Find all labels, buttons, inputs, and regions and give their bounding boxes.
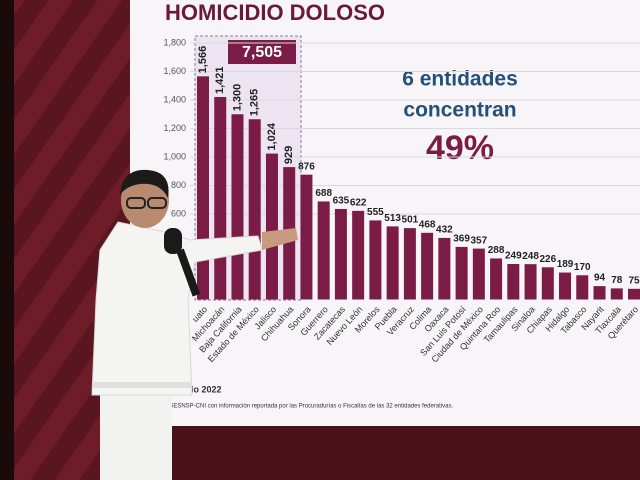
chart-title: HOMICIDIO DOLOSO [165, 0, 385, 25]
value-label: 929 [283, 146, 295, 164]
value-label: 622 [350, 198, 367, 209]
bar [248, 119, 261, 300]
annotation: 6 entidades [402, 68, 518, 91]
value-label: 688 [315, 188, 332, 199]
hair [120, 169, 169, 198]
y-tick-label: 1,000 [163, 151, 186, 161]
value-label: 226 [539, 254, 556, 265]
trousers [100, 390, 172, 480]
period: - junio 2022 [172, 384, 222, 394]
value-label: 170 [574, 262, 591, 273]
bar [421, 232, 434, 300]
value-label: 189 [557, 259, 574, 270]
bar [403, 228, 416, 300]
value-label: 1,300 [231, 84, 243, 112]
bar [197, 76, 209, 300]
bar [386, 226, 399, 300]
bar [300, 174, 313, 300]
annotation-share: 49% [426, 129, 494, 167]
bar [628, 288, 640, 300]
screen-base [130, 426, 640, 480]
value-label: 635 [333, 196, 350, 207]
bar [524, 264, 537, 300]
value-label: 249 [505, 251, 522, 262]
bar [610, 288, 623, 300]
bar [438, 237, 451, 300]
hand [262, 228, 298, 250]
y-tick-label: 1,200 [163, 123, 186, 133]
value-label: 1,265 [249, 89, 261, 117]
y-tick-label: 1,400 [163, 94, 186, 104]
value-label: 1,421 [214, 66, 226, 94]
value-label: 1,566 [197, 46, 209, 74]
y-tick-label: 1,600 [163, 66, 186, 76]
value-label: 94 [594, 273, 606, 284]
y-tick-label: 800 [171, 180, 186, 190]
bar [593, 286, 606, 300]
value-label: 1,024 [266, 122, 278, 150]
bar [455, 246, 468, 300]
glasses [147, 197, 167, 209]
value-label: 369 [453, 234, 470, 245]
total-box [228, 40, 296, 64]
bar [369, 220, 382, 300]
belt [92, 382, 192, 388]
bar [265, 153, 278, 300]
bar [317, 201, 330, 300]
edge [0, 0, 14, 480]
annotation: concentran [403, 99, 516, 122]
value-label: 513 [384, 213, 401, 224]
y-tick-label: 1,800 [163, 37, 186, 47]
total-label: 7,505 [242, 44, 282, 61]
bar [576, 275, 589, 300]
value-label: 501 [402, 215, 419, 226]
value-label: 78 [611, 275, 623, 286]
glasses [126, 197, 146, 209]
bar [231, 114, 244, 300]
bar [334, 209, 347, 300]
bar [352, 210, 365, 300]
value-label: 555 [367, 207, 384, 218]
value-label: 248 [522, 251, 539, 262]
value-label: 357 [470, 235, 487, 246]
value-label: 432 [436, 225, 453, 236]
microphone [164, 228, 182, 254]
bar [214, 97, 227, 300]
value-label: 468 [419, 219, 436, 230]
source: : SESNSP-CNI con información reportada p… [166, 404, 453, 410]
value-label: 75 [628, 275, 640, 286]
bar [490, 258, 503, 300]
bar [472, 248, 485, 300]
presenter [91, 169, 298, 480]
value-label: 876 [298, 161, 315, 172]
microphone-stand [176, 248, 201, 297]
bar [541, 267, 554, 300]
bar [507, 264, 520, 300]
y-tick-label: 600 [171, 208, 186, 218]
value-label: 288 [488, 245, 505, 256]
bar [559, 272, 572, 300]
